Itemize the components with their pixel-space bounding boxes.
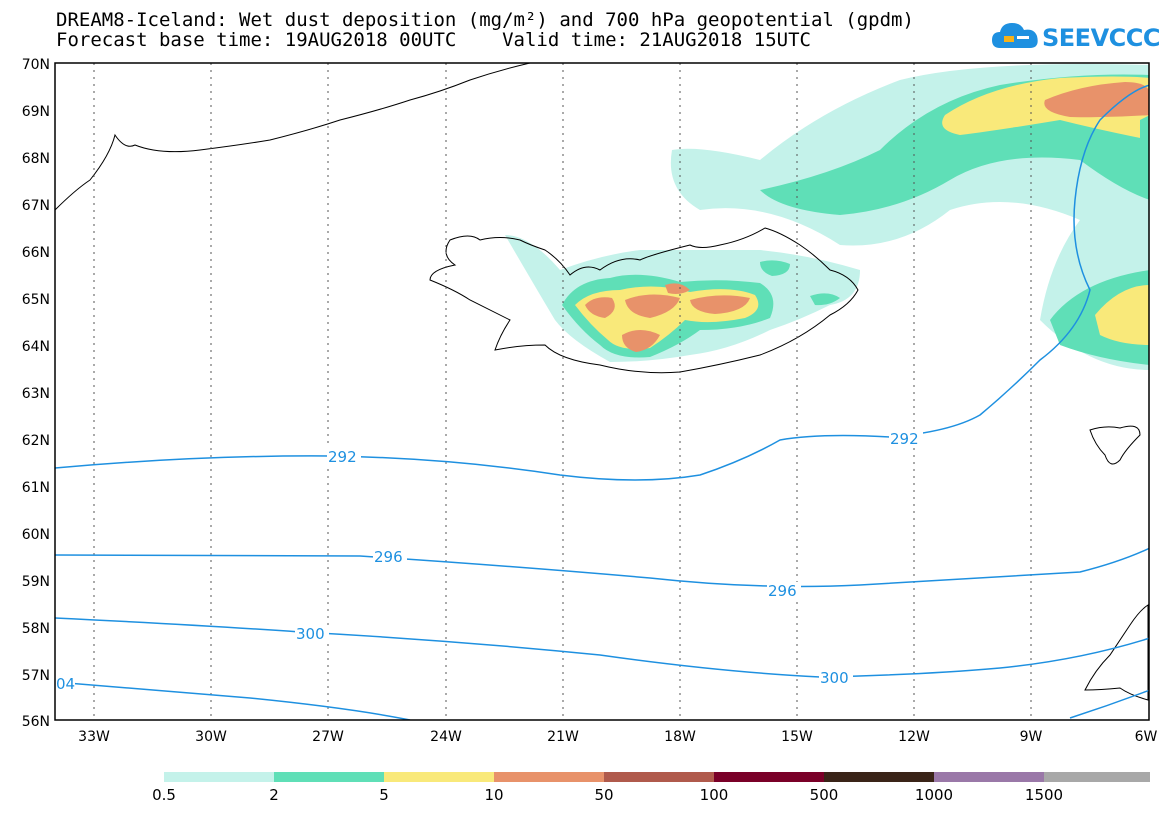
scotland-coast (1084, 604, 1149, 701)
colorbar-label: 1500 (1024, 786, 1064, 804)
colorbar-label: 0.5 (152, 786, 176, 804)
dust-patch-e-yellow (1095, 285, 1149, 345)
cloud-icon (992, 23, 1038, 48)
contour-label-296-e: 296 (768, 582, 797, 600)
lat-label: 66N (22, 245, 50, 261)
lon-label: 27W (312, 729, 344, 745)
iceland-coast (429, 227, 859, 374)
colorbar-label: 1000 (914, 786, 954, 804)
contour-line-292 (55, 84, 1149, 481)
contour-line-296 (55, 547, 1149, 588)
dust-iceland-green-se (810, 293, 840, 306)
lon-label: 12W (898, 729, 930, 745)
plot-frame (54, 62, 1150, 721)
colorbar-swatch (714, 772, 824, 782)
dust-plume-ne-orange (1044, 82, 1149, 118)
colorbar-swatch (934, 772, 1044, 782)
colorbar-label: 5 (379, 786, 389, 804)
colorbar-swatch (274, 772, 384, 782)
lon-label: 21W (547, 729, 579, 745)
lon-axis: 33W 30W 27W 24W 21W 18W 15W 12W 9W 6W (78, 729, 1157, 745)
lat-label: 56N (22, 714, 50, 730)
dust-iceland-orange-3 (690, 295, 750, 314)
lat-label: 69N (22, 104, 50, 120)
colorbar-swatch (604, 772, 714, 782)
contour-label-292-w: 292 (328, 448, 357, 466)
colorbar-label: 100 (699, 786, 729, 804)
contour-line-304b (1069, 689, 1149, 719)
lat-label: 65N (22, 292, 50, 308)
lat-axis: 70N 69N 68N 67N 66N 65N 64N 63N 62N 61N … (22, 57, 50, 730)
contour-line-300 (55, 617, 1149, 678)
seevccc-logo: SEEVCCC (990, 18, 1161, 58)
lon-label: 6W (1135, 729, 1158, 745)
contour-label-292-e: 292 (890, 430, 919, 448)
dust-iceland-orange-2 (625, 294, 680, 318)
geopotential-contours (55, 84, 1149, 720)
lat-label: 57N (22, 668, 50, 684)
lat-label: 63N (22, 386, 50, 402)
lat-label: 59N (22, 574, 50, 590)
logo-text: SEEVCCC (1042, 24, 1161, 52)
colorbar-swatch (824, 772, 934, 782)
lat-label: 58N (22, 621, 50, 637)
gridlines (93, 63, 1032, 720)
contour-label-296-w: 296 (374, 548, 403, 566)
lon-label: 9W (1020, 729, 1043, 745)
contour-label-304: 04 (56, 675, 75, 693)
faroe-islands (1089, 425, 1141, 465)
lat-label: 70N (22, 57, 50, 73)
lon-label: 18W (664, 729, 696, 745)
greenland-coast (55, 63, 531, 211)
colorbar-swatch (1044, 772, 1150, 782)
lon-label: 33W (78, 729, 110, 745)
lon-label: 15W (781, 729, 813, 745)
lat-label: 62N (22, 433, 50, 449)
map-title: DREAM8-Iceland: Wet dust deposition (mg/… (56, 9, 914, 31)
contour-line-304 (55, 681, 411, 720)
lon-label: 30W (195, 729, 227, 745)
colorbar-swatch (384, 772, 494, 782)
colorbar-label: 10 (484, 786, 504, 804)
colorbar-swatch (164, 772, 274, 782)
contour-label-300-e: 300 (820, 669, 849, 687)
colorbar-label: 50 (594, 786, 614, 804)
colorbar-label: 2 (269, 786, 279, 804)
lon-label: 24W (430, 729, 462, 745)
dust-deposition-field (505, 64, 1149, 370)
dust-iceland-green-e (760, 260, 790, 276)
lat-label: 64N (22, 339, 50, 355)
contour-label-300-w: 300 (296, 625, 325, 643)
lat-label: 68N (22, 151, 50, 167)
lat-label: 67N (22, 198, 50, 214)
dust-iceland-orange-4 (622, 330, 660, 352)
lat-label: 61N (22, 480, 50, 496)
contour-labels: 292 292 296 296 300 300 04 (55, 430, 923, 693)
forecast-times: Forecast base time: 19AUG2018 00UTC Vali… (56, 29, 811, 51)
dust-iceland-orange-1 (585, 297, 615, 318)
dust-iceland-orange-5 (665, 283, 690, 294)
dust-plume-ne-green2 (1140, 115, 1149, 150)
coastlines (55, 63, 1149, 701)
colorbar-swatch (494, 772, 604, 782)
lat-label: 60N (22, 527, 50, 543)
colorbar-label: 500 (809, 786, 839, 804)
